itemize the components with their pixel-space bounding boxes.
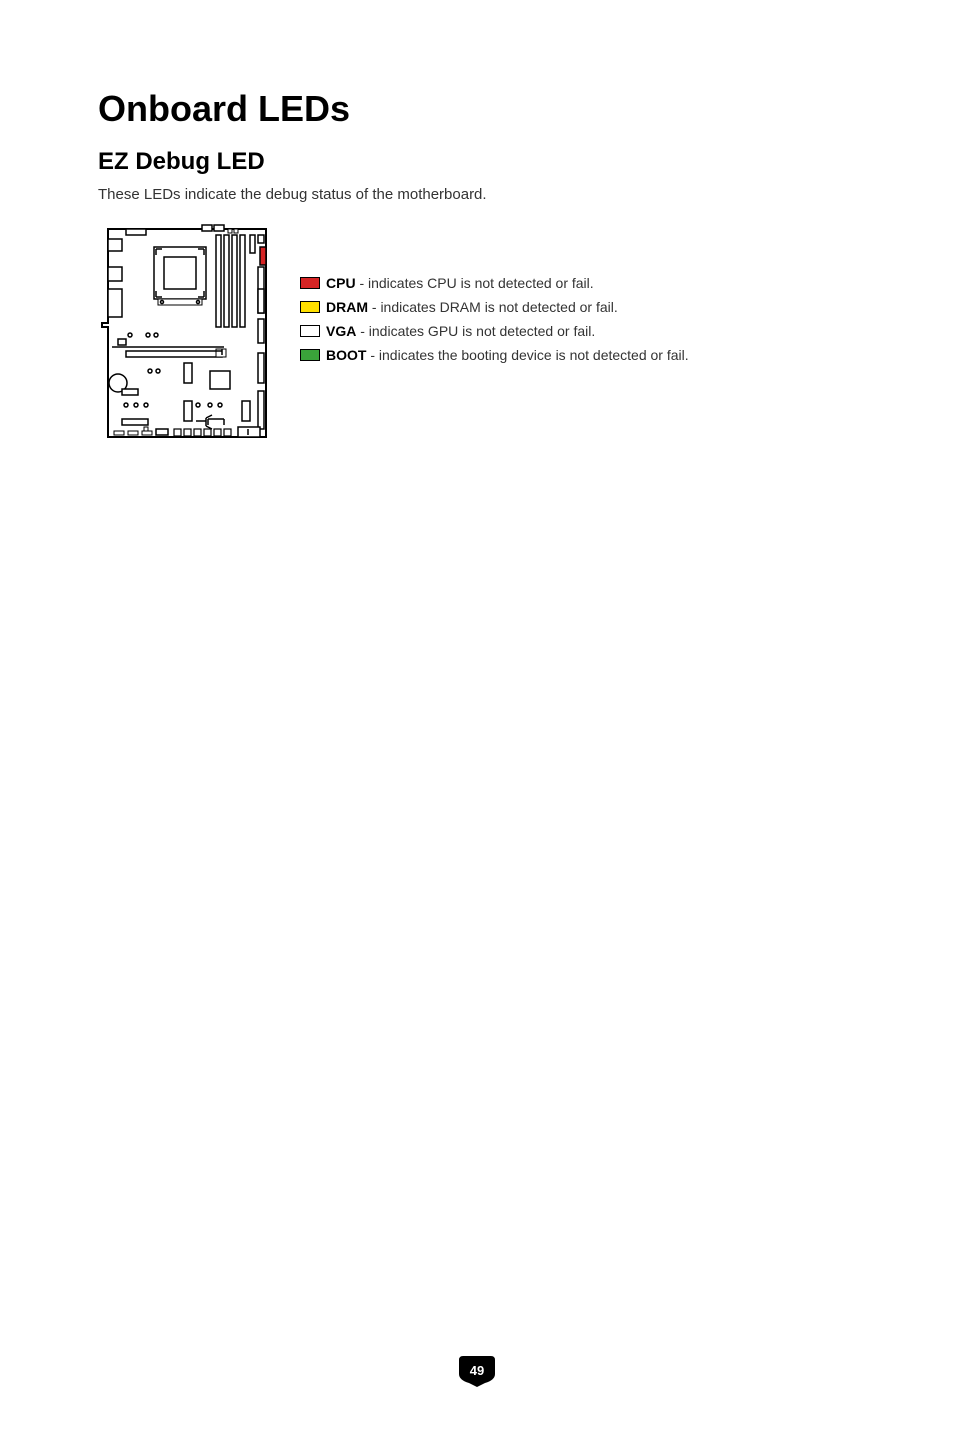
led-name: DRAM [326, 299, 368, 315]
led-swatch-cpu [300, 277, 320, 289]
led-desc: - indicates the booting device is not de… [366, 347, 688, 363]
intro-text: These LEDs indicate the debug status of … [98, 186, 856, 203]
led-desc: - indicates GPU is not detected or fail. [356, 323, 595, 339]
led-swatch-vga [300, 325, 320, 337]
led-swatch-boot [300, 349, 320, 361]
led-desc: - indicates DRAM is not detected or fail… [368, 299, 618, 315]
led-item-cpu: CPU - indicates CPU is not detected or f… [300, 275, 856, 291]
led-name: BOOT [326, 347, 366, 363]
page-number: 49 [470, 1363, 484, 1378]
led-desc: - indicates CPU is not detected or fail. [356, 275, 594, 291]
led-name: VGA [326, 323, 356, 339]
page-number-badge: 49 [457, 1354, 497, 1388]
led-name: CPU [326, 275, 356, 291]
motherboard-diagram [98, 223, 276, 448]
section-title: EZ Debug LED [98, 148, 856, 176]
led-swatch-dram [300, 301, 320, 313]
led-item-dram: DRAM - indicates DRAM is not detected or… [300, 299, 856, 315]
led-item-vga: VGA - indicates GPU is not detected or f… [300, 323, 856, 339]
led-legend: CPU - indicates CPU is not detected or f… [300, 275, 856, 371]
led-item-boot: BOOT - indicates the booting device is n… [300, 347, 856, 363]
page-title: Onboard LEDs [98, 88, 856, 130]
